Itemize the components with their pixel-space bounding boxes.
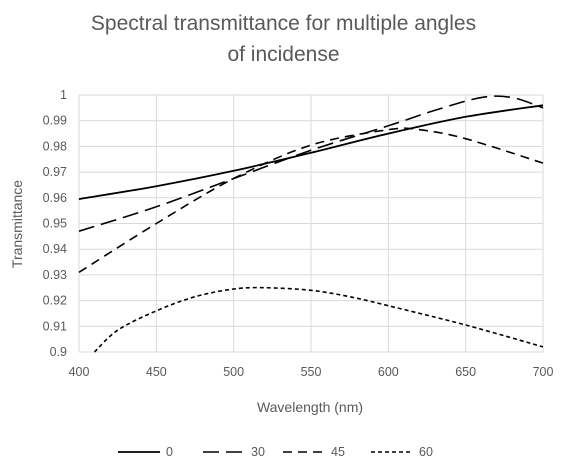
y-tick-label: 1 bbox=[60, 88, 67, 102]
series-line-60 bbox=[95, 288, 544, 352]
x-tick-label: 400 bbox=[69, 365, 90, 379]
y-tick-label: 0.95 bbox=[43, 217, 67, 231]
y-tick-labels: 0.9 0.91 0.92 0.93 0.94 0.95 0.96 0.97 0.98 0.99 1 bbox=[43, 88, 67, 359]
x-axis-label: Wavelength (nm) bbox=[257, 399, 363, 415]
x-tick-label: 550 bbox=[301, 365, 322, 379]
y-tick-label: 0.96 bbox=[43, 191, 67, 205]
y-tick-label: 0.9 bbox=[50, 345, 67, 359]
legend-label-60: 60 bbox=[419, 445, 433, 459]
legend: 0 30 45 60 bbox=[118, 445, 433, 459]
x-tick-label: 600 bbox=[378, 365, 399, 379]
y-tick-label: 0.93 bbox=[43, 268, 67, 282]
legend-label-0: 0 bbox=[166, 445, 173, 459]
x-tick-labels: 400 450 500 550 600 650 700 bbox=[69, 365, 554, 379]
x-tick-label: 500 bbox=[223, 365, 244, 379]
x-tick-label: 700 bbox=[533, 365, 554, 379]
y-axis-label: Transmittance bbox=[9, 180, 25, 268]
y-tick-label: 0.92 bbox=[43, 294, 67, 308]
y-tick-label: 0.94 bbox=[43, 242, 67, 256]
legend-label-30: 30 bbox=[251, 445, 265, 459]
y-tick-label: 0.99 bbox=[43, 114, 67, 128]
legend-label-45: 45 bbox=[331, 445, 345, 459]
y-tick-label: 0.91 bbox=[43, 319, 67, 333]
y-tick-label: 0.98 bbox=[43, 139, 67, 153]
x-tick-label: 450 bbox=[146, 365, 167, 379]
x-tick-label: 650 bbox=[455, 365, 476, 379]
y-tick-label: 0.97 bbox=[43, 165, 67, 179]
